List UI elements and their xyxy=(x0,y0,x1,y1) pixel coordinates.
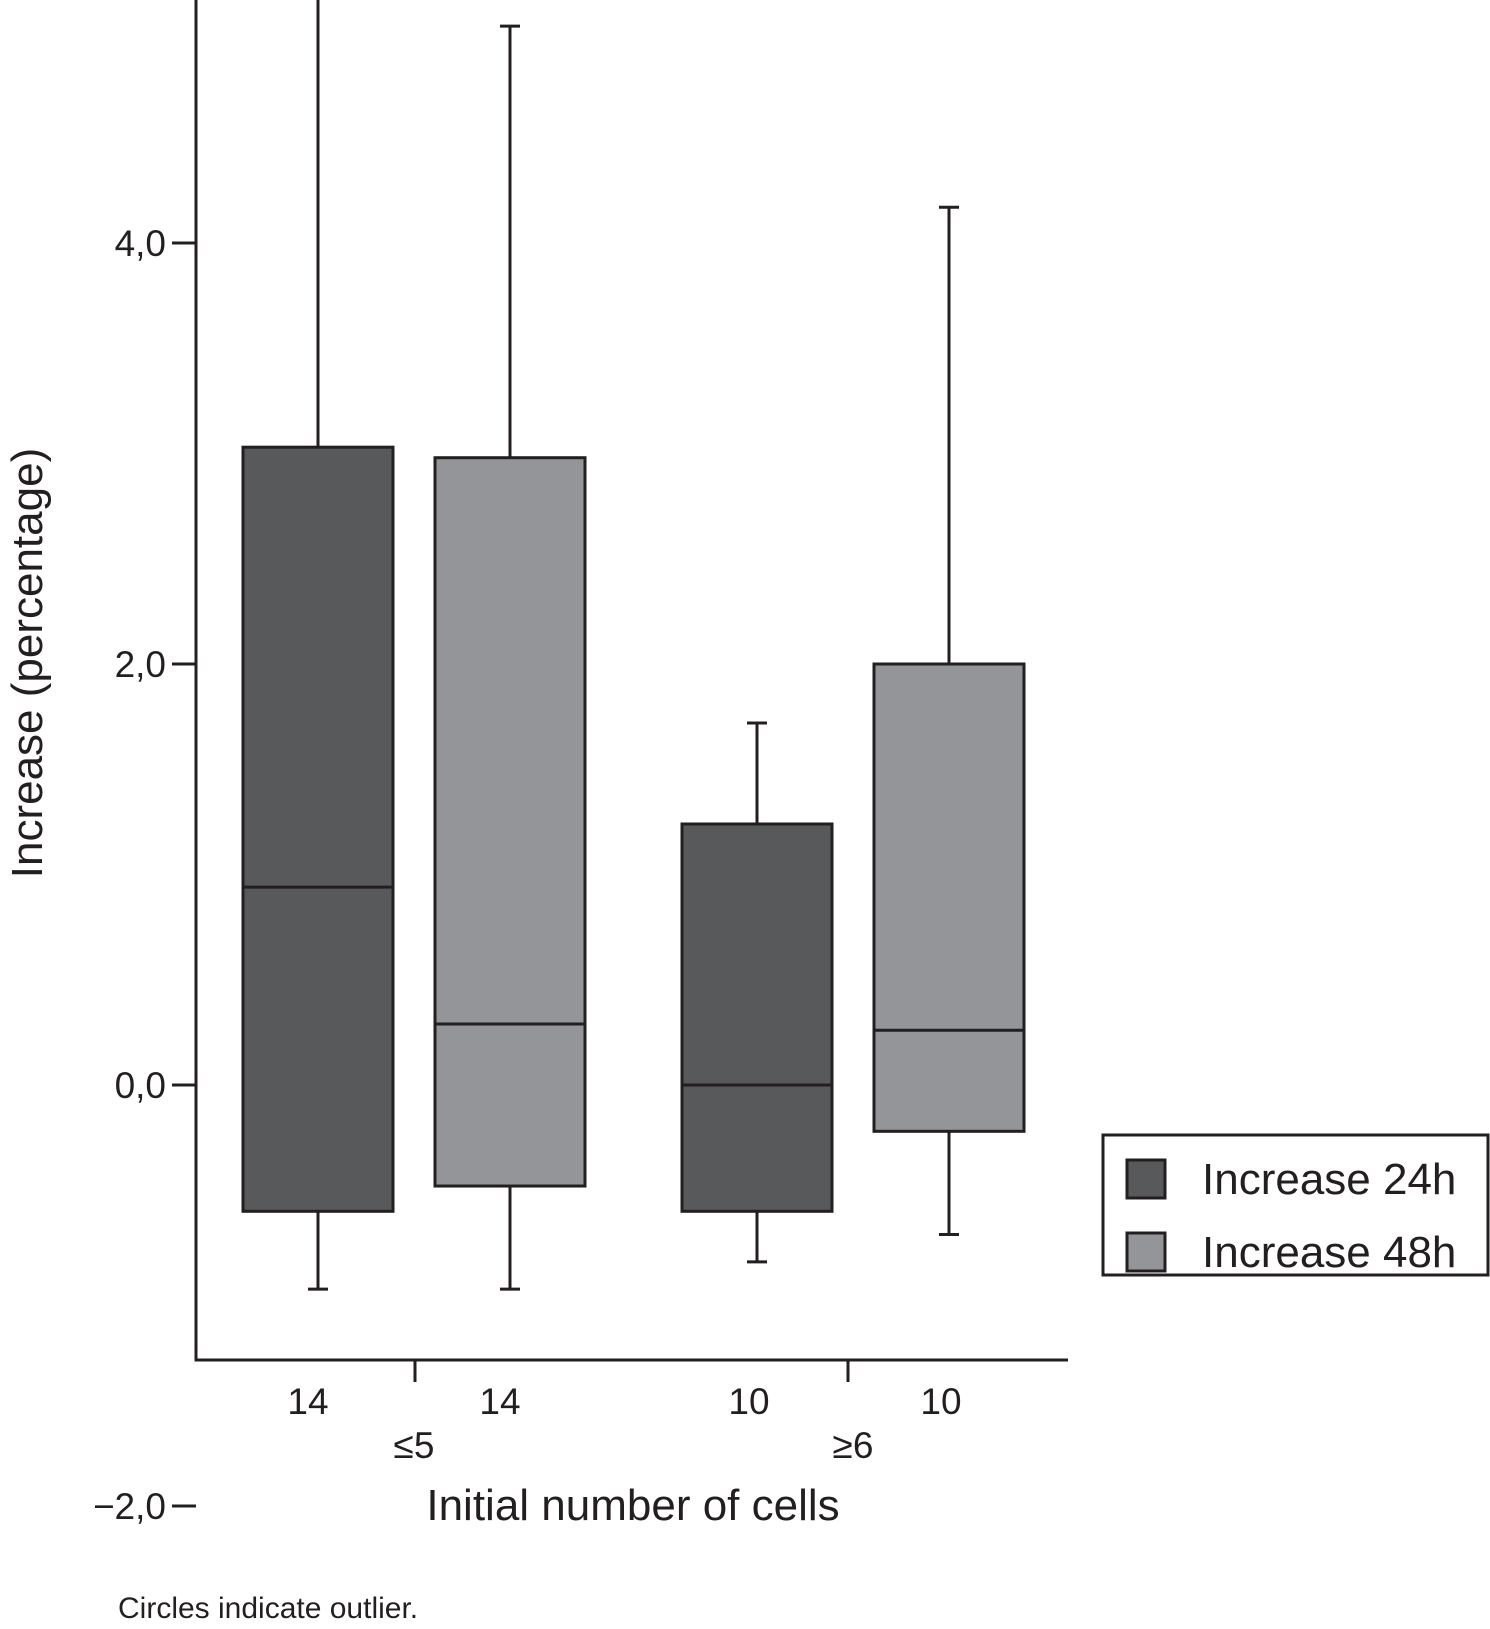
box xyxy=(680,822,834,1213)
x-group-label: ≤5 xyxy=(394,1425,435,1466)
legend-swatch xyxy=(1125,1158,1167,1200)
x-n-label: 14 xyxy=(479,1381,520,1422)
box xyxy=(433,456,587,1188)
box xyxy=(872,662,1026,1133)
legend-label: Increase 48h xyxy=(1202,1228,1456,1277)
box xyxy=(241,445,395,1213)
y-axis-title: Increase (percentage) xyxy=(3,448,52,878)
x-n-label: 10 xyxy=(920,1381,961,1422)
x-n-label: 10 xyxy=(728,1381,769,1422)
y-tick-label: −2,0 xyxy=(93,1486,166,1527)
legend-swatch xyxy=(1125,1231,1167,1273)
legend-label: Increase 24h xyxy=(1202,1155,1456,1204)
x-axis-title: Initial number of cells xyxy=(426,1481,839,1530)
x-n-label: 14 xyxy=(287,1381,328,1422)
y-tick-label: 0,0 xyxy=(115,1065,166,1106)
y-tick-label: 2,0 xyxy=(115,644,166,685)
x-group-label: ≥6 xyxy=(833,1425,874,1466)
footnote: Circles indicate outlier. xyxy=(118,1592,419,1625)
legend: Increase 24h Increase 48h xyxy=(1101,1133,1490,1277)
y-tick-label: 4,0 xyxy=(115,223,166,264)
legend-box xyxy=(1101,1133,1490,1277)
